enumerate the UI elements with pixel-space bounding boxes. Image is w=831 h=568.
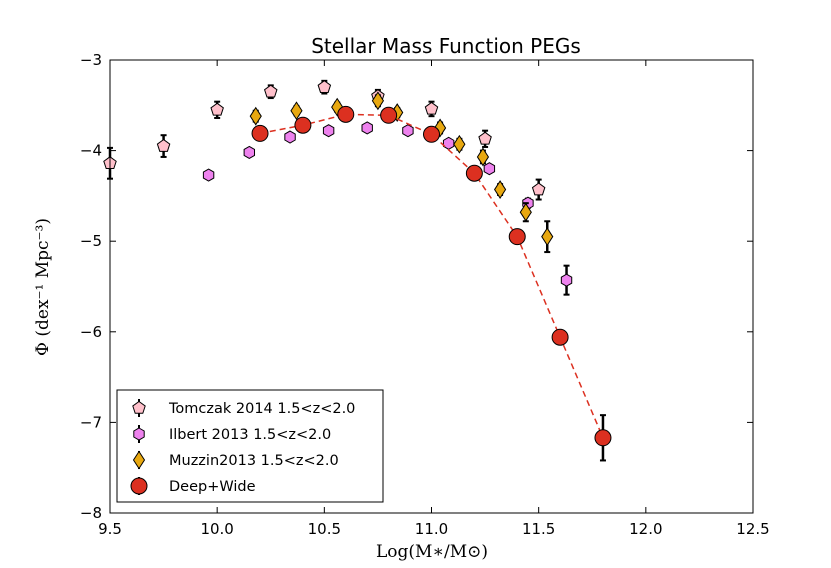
- pentagon-point: [478, 131, 492, 145]
- pentagon-point: [210, 102, 224, 116]
- pentagon-point: [263, 84, 278, 98]
- plot-frame: [109, 59, 754, 514]
- legend-diamond-marker: [132, 450, 146, 470]
- legend: Tomczak 2014 1.5<z<2.0 Ilbert 2013 1.5<z<…: [116, 389, 384, 503]
- x-tick-label: 9.5: [98, 520, 122, 538]
- diamond-point: [519, 202, 532, 222]
- legend-pentagon-marker: [132, 400, 146, 414]
- legend-hexagon-marker: [133, 427, 145, 441]
- diamond-point: [453, 134, 466, 154]
- x-axis-label: Log(M∗/M⊙): [376, 542, 488, 562]
- legend-label: Deep+Wide: [169, 479, 256, 495]
- y-tick-label: −7: [80, 413, 102, 431]
- legend-label: Tomczak 2014 1.5<z<2.0: [168, 401, 355, 417]
- hexagon-point: [243, 145, 256, 159]
- circle-point: [508, 228, 526, 246]
- y-tick-label: −5: [80, 232, 102, 250]
- series-hexagon: [202, 121, 573, 296]
- legend-label: Ilbert 2013 1.5<z<2.0: [169, 427, 331, 443]
- pentagon-point: [317, 80, 332, 93]
- axis-ticks: 9.5 10.0 10.5 11.0 11.5 12.0 12.5 −8 −7 −6 −5 −4 −3: [80, 51, 770, 538]
- hexagon-point: [402, 124, 414, 138]
- hexagon-point: [284, 130, 296, 144]
- pentagon-point: [424, 101, 439, 115]
- y-axis-label: Φ (dex⁻¹ Mpc⁻³): [33, 218, 53, 356]
- x-tick-label: 12.0: [629, 520, 662, 538]
- hexagon-point: [560, 273, 573, 287]
- x-tick-label: 10.0: [200, 520, 233, 538]
- circle-point: [251, 124, 269, 142]
- circle-point: [380, 106, 398, 124]
- circle-point: [294, 116, 312, 134]
- diamond-point: [476, 147, 490, 167]
- y-tick-label: −4: [80, 142, 102, 160]
- chart-title: Stellar Mass Function PEGs: [311, 34, 581, 58]
- x-tick-label: 11.5: [522, 520, 555, 538]
- pentagon-point: [531, 182, 546, 196]
- x-tick-label: 10.5: [308, 520, 341, 538]
- legend-label: Muzzin2013 1.5<z<2.0: [169, 453, 339, 469]
- pentagon-point: [156, 138, 171, 152]
- x-tick-label: 11.0: [415, 520, 448, 538]
- circle-point: [423, 125, 440, 143]
- diamond-point: [493, 180, 507, 199]
- hexagon-point: [483, 162, 496, 176]
- legend-circle-marker: [130, 477, 148, 495]
- plot-area: [103, 79, 612, 462]
- y-tick-label: −6: [80, 323, 102, 341]
- series-circle: [251, 105, 612, 462]
- x-tick-label: 12.5: [736, 520, 769, 538]
- hexagon-point: [322, 124, 335, 138]
- circle-point: [551, 328, 569, 346]
- circle-point: [465, 164, 483, 182]
- y-tick-label: −3: [80, 51, 102, 69]
- diamond-point: [290, 101, 303, 121]
- circle-point: [594, 429, 612, 447]
- hexagon-point: [202, 168, 215, 182]
- fit-line: [259, 113, 604, 439]
- series-diamond: [249, 91, 554, 254]
- diamond-point: [541, 227, 554, 247]
- legend-box: [116, 389, 384, 503]
- circle-point: [337, 105, 355, 123]
- diamond-point: [371, 91, 385, 111]
- y-tick-label: −8: [80, 504, 102, 522]
- hexagon-point: [442, 136, 455, 150]
- series-pentagon: [103, 79, 546, 201]
- diamond-point: [249, 106, 262, 126]
- hexagon-point: [361, 121, 373, 135]
